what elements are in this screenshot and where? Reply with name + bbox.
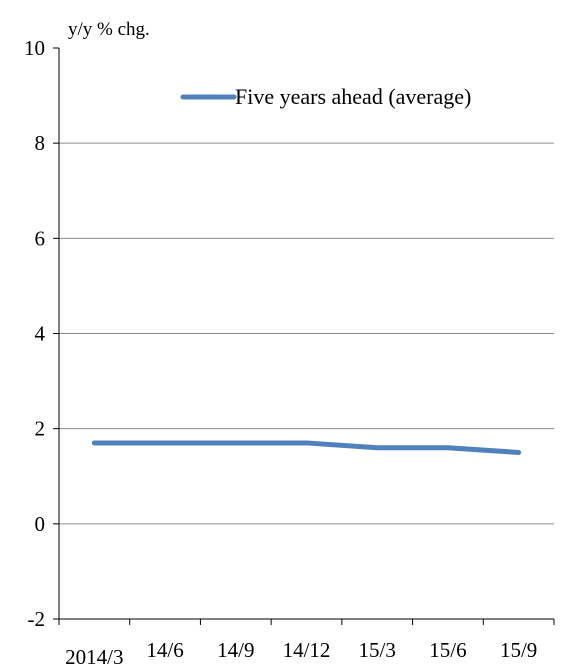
x-tick-label: 14/12 (283, 638, 331, 662)
legend: Five years ahead (average) (180, 84, 471, 109)
x-tick-label: 15/6 (429, 638, 466, 662)
y-tick-label: 0 (35, 512, 46, 536)
y-tick-label: 6 (35, 226, 46, 250)
series-line (91, 440, 522, 455)
x-tick-labels: 2014/3 14/6 14/9 14/12 15/3 15/6 15/9 (65, 638, 537, 669)
y-tick-label: 2 (35, 417, 46, 441)
y-tick-label: 10 (24, 36, 45, 60)
axes (53, 47, 555, 625)
x-tick-label: 15/9 (500, 638, 537, 662)
y-tick-label: -2 (28, 607, 46, 631)
y-tick-labels: -2 0 2 4 6 8 10 (24, 36, 46, 631)
gridlines (59, 142, 554, 525)
legend-label: Five years ahead (average) (235, 84, 471, 109)
x-tick-label: 14/9 (217, 638, 254, 662)
y-tick-label: 8 (35, 131, 46, 155)
x-tick-label: 2014/3 (65, 645, 123, 669)
x-tick-label: 14/6 (146, 638, 183, 662)
x-tick-label: 15/3 (359, 638, 396, 662)
y-axis-unit-label: y/y % chg. (68, 19, 150, 40)
series-group (91, 440, 522, 455)
y-tick-label: 4 (35, 322, 46, 346)
